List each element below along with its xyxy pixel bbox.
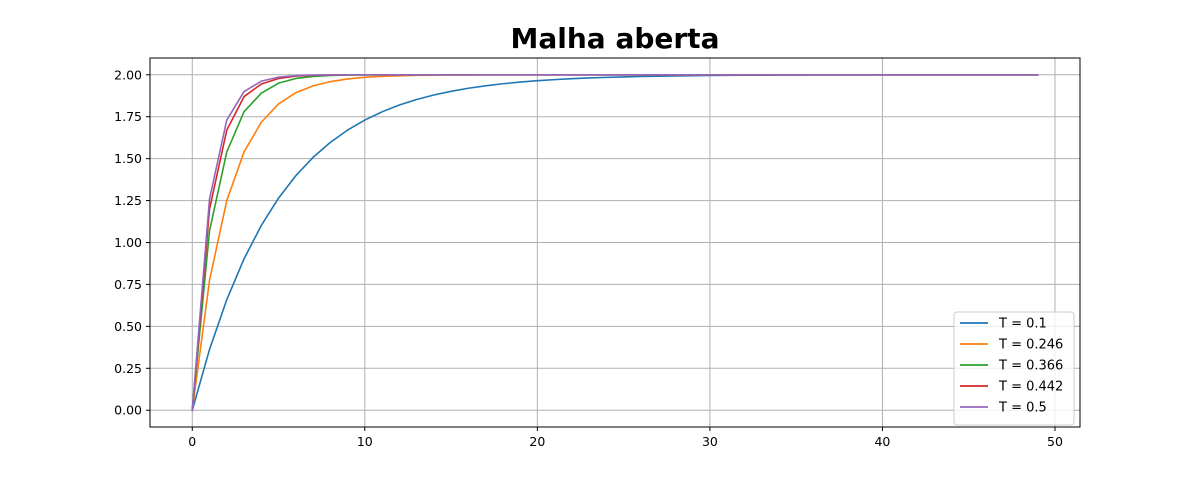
y-axis: 0.00 0.25 0.50 0.75 1.00 1.25 1.50 1.75 2.00 (114, 67, 150, 418)
legend: T = 0.1 T = 0.246 T = 0.366 T = 0.442 T = 0.… (953, 311, 1075, 426)
x-tick-label: 30 (702, 434, 718, 449)
legend-label: T = 0.5 (998, 401, 1047, 416)
y-tick-label: 0.50 (114, 319, 142, 334)
series-layer (191, 73, 1039, 412)
x-tick-label: 20 (529, 434, 545, 449)
y-tick-label: 0.25 (114, 361, 142, 376)
y-tick-label: 0.00 (114, 403, 142, 418)
chart-title: Malha aberta (511, 22, 720, 55)
x-tick-label: 40 (874, 434, 890, 449)
y-tick-label: 0.75 (114, 277, 142, 292)
legend-label: T = 0.1 (998, 317, 1047, 332)
y-tick-label: 1.25 (114, 193, 142, 208)
x-tick-label: 0 (188, 434, 196, 449)
x-tick-label: 50 (1047, 434, 1063, 449)
x-axis: 0 10 20 30 40 50 (188, 427, 1063, 449)
legend-label: T = 0.442 (998, 380, 1063, 395)
legend-label: T = 0.366 (998, 359, 1063, 374)
x-tick-label: 10 (357, 434, 373, 449)
y-tick-label: 1.75 (114, 109, 142, 124)
y-tick-label: 1.50 (114, 151, 142, 166)
y-tick-label: 2.00 (114, 67, 142, 82)
legend-label: T = 0.246 (998, 338, 1063, 353)
series-line-5 (191, 73, 1039, 412)
legend-box (953, 311, 1075, 426)
y-tick-label: 1.00 (114, 235, 142, 250)
